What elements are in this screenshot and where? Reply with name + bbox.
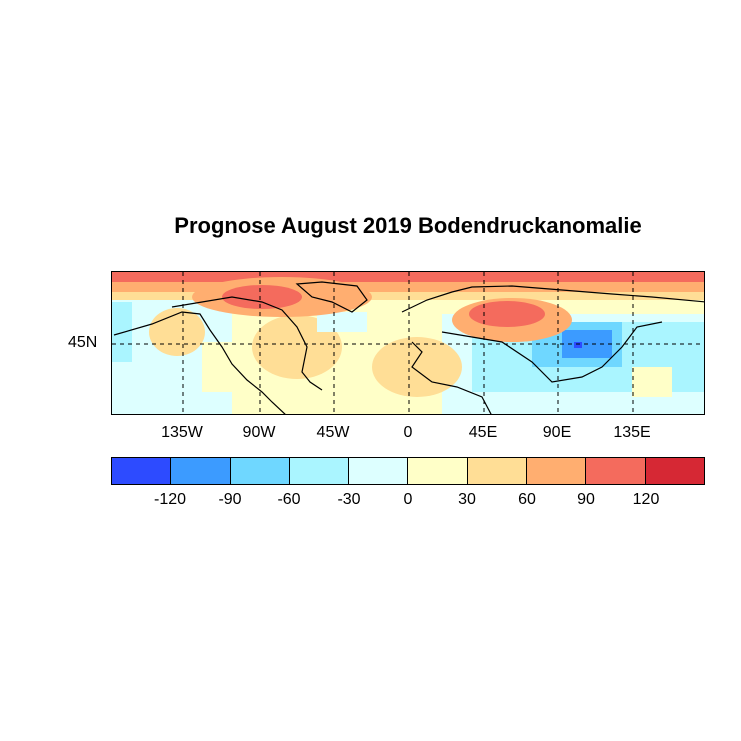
colorbar-swatch [586,458,646,484]
x-tick-45e: 45E [468,424,498,441]
x-tick-90w: 90W [242,424,276,441]
colorbar-label: 30 [458,491,476,508]
colorbar-swatch [645,458,704,484]
colorbar-label: 120 [632,491,660,508]
y-tick-45n: 45N [68,334,98,351]
colorbar-label: -120 [153,491,187,508]
colorbar-swatch [230,458,290,484]
x-tick-135e: 135E [613,424,651,441]
colorbar-label: -90 [218,491,242,508]
x-tick-45w: 45W [316,424,350,441]
colorbar-label: 90 [577,491,595,508]
colorbar-label: 60 [518,491,536,508]
colorbar-swatch [527,458,587,484]
x-tick-0: 0 [403,424,413,441]
colorbar-label: 0 [403,491,413,508]
colorbar [111,457,705,485]
colorbar-swatch [408,458,468,484]
colorbar-swatch [349,458,409,484]
anomaly-map [111,271,705,415]
colorbar-swatch [289,458,350,484]
x-tick-135w: 135W [161,424,203,441]
x-tick-90e: 90E [542,424,572,441]
map-field [112,272,704,414]
chart-title: Prognose August 2019 Bodendruckanomalie [174,213,642,238]
colorbar-label: -60 [277,491,301,508]
colorbar-swatch [467,458,528,484]
colorbar-swatch [112,458,172,484]
colorbar-label: -30 [337,491,361,508]
colorbar-swatch [171,458,231,484]
